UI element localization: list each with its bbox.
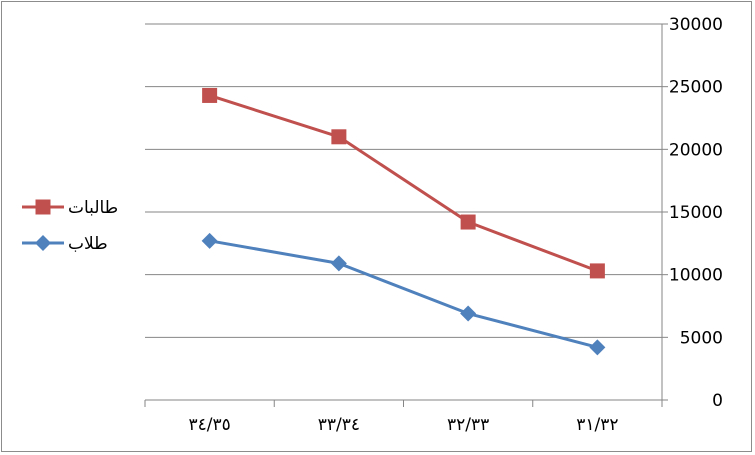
y-tick-label: 10000 [669,266,723,286]
x-tick-labels: ٣٤/٣٥ ٣٣/٣٤ ٣٢/٣٣ ٣١/٣٢ [188,415,618,435]
data-point [201,232,218,249]
x-tick-label: ٣١/٣٢ [576,415,618,435]
legend-item: طالبات [22,198,118,218]
data-point [589,339,606,356]
grid-lines [145,23,662,338]
series-1 [202,87,605,279]
y-tick-label: 30000 [669,15,723,35]
data-point [460,305,477,322]
legend-label: طلاب [68,234,108,254]
series-group [201,87,606,356]
x-tick-label: ٣٢/٣٣ [447,415,489,435]
y-tick-label: 5000 [680,328,723,348]
x-tick-label: ٣٤/٣٥ [188,415,230,435]
legend: طالبات طلاب [22,198,118,254]
data-point [331,129,347,145]
series-2 [201,232,606,356]
legend-item: طلاب [22,234,108,254]
data-point [330,255,347,272]
axes [144,23,668,407]
data-point [202,87,218,103]
y-tick-label: 15000 [669,203,723,223]
legend-marker [35,199,51,215]
x-tick-label: ٣٣/٣٤ [318,415,360,435]
y-tick-label: 25000 [669,78,723,98]
legend-label: طالبات [68,198,118,218]
y-tick-labels: 0 5000 10000 15000 20000 25000 30000 [669,15,723,411]
series-line [209,94,598,273]
legend-marker [35,235,51,251]
data-point [589,263,605,279]
y-tick-label: 0 [712,391,723,411]
data-point [460,214,476,230]
series-line [209,239,598,349]
y-tick-label: 20000 [669,140,723,160]
